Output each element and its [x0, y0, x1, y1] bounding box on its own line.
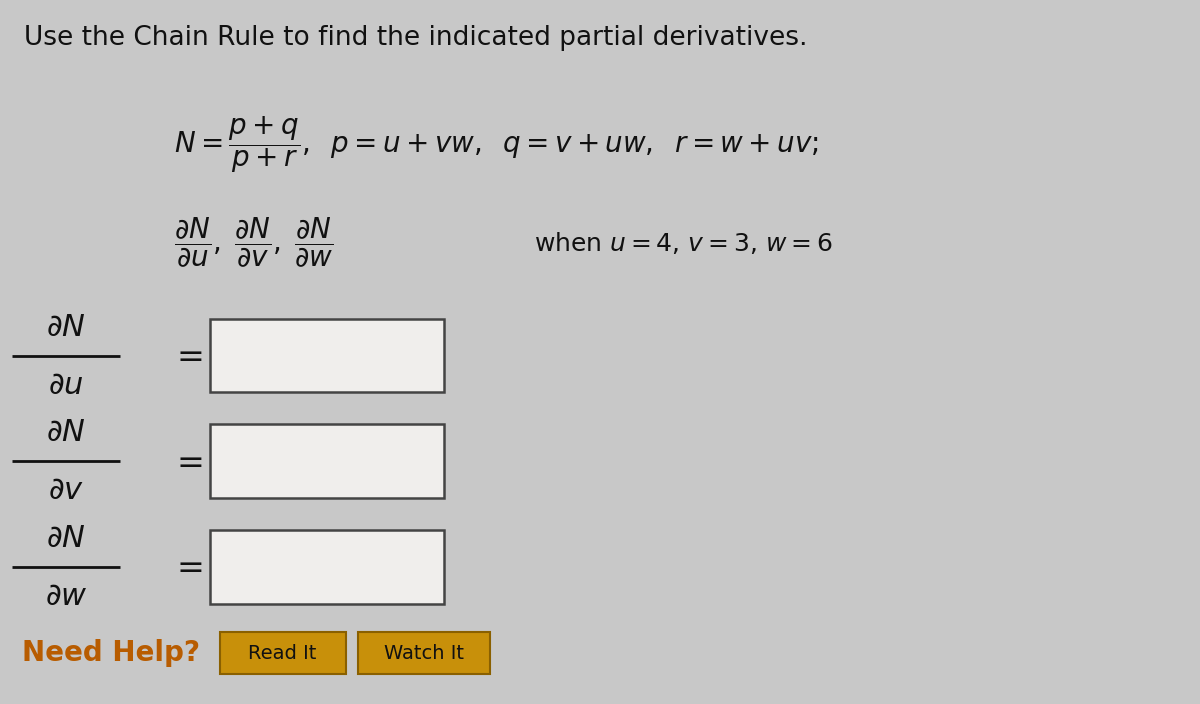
Text: when $u = 4$, $v = 3$, $w = 6$: when $u = 4$, $v = 3$, $w = 6$: [534, 230, 833, 256]
Text: $\dfrac{\partial N}{\partial u},\;\dfrac{\partial N}{\partial v},\;\dfrac{\parti: $\dfrac{\partial N}{\partial u},\;\dfrac…: [174, 215, 334, 270]
Text: Watch It: Watch It: [384, 644, 463, 662]
FancyBboxPatch shape: [210, 529, 444, 603]
Text: $N = \dfrac{p + q}{p + r},\;\; p = u + vw,\;\; q = v + uw,\;\; r = w + uv;$: $N = \dfrac{p + q}{p + r},\;\; p = u + v…: [174, 114, 818, 175]
FancyBboxPatch shape: [210, 318, 444, 393]
FancyBboxPatch shape: [358, 632, 490, 674]
Text: $\partial w$: $\partial w$: [44, 582, 88, 611]
Text: $\partial N$: $\partial N$: [46, 313, 86, 342]
Text: $\partial v$: $\partial v$: [48, 476, 84, 505]
Text: Need Help?: Need Help?: [22, 639, 199, 667]
FancyBboxPatch shape: [220, 632, 346, 674]
FancyBboxPatch shape: [210, 424, 444, 498]
Text: $=$: $=$: [169, 551, 203, 583]
Text: $\partial N$: $\partial N$: [46, 524, 86, 553]
Text: Use the Chain Rule to find the indicated partial derivatives.: Use the Chain Rule to find the indicated…: [24, 25, 808, 51]
Text: $=$: $=$: [169, 339, 203, 372]
Text: $\partial u$: $\partial u$: [48, 370, 84, 400]
Text: $\partial N$: $\partial N$: [46, 418, 86, 448]
Text: Read It: Read It: [248, 644, 317, 662]
Text: $=$: $=$: [169, 445, 203, 477]
